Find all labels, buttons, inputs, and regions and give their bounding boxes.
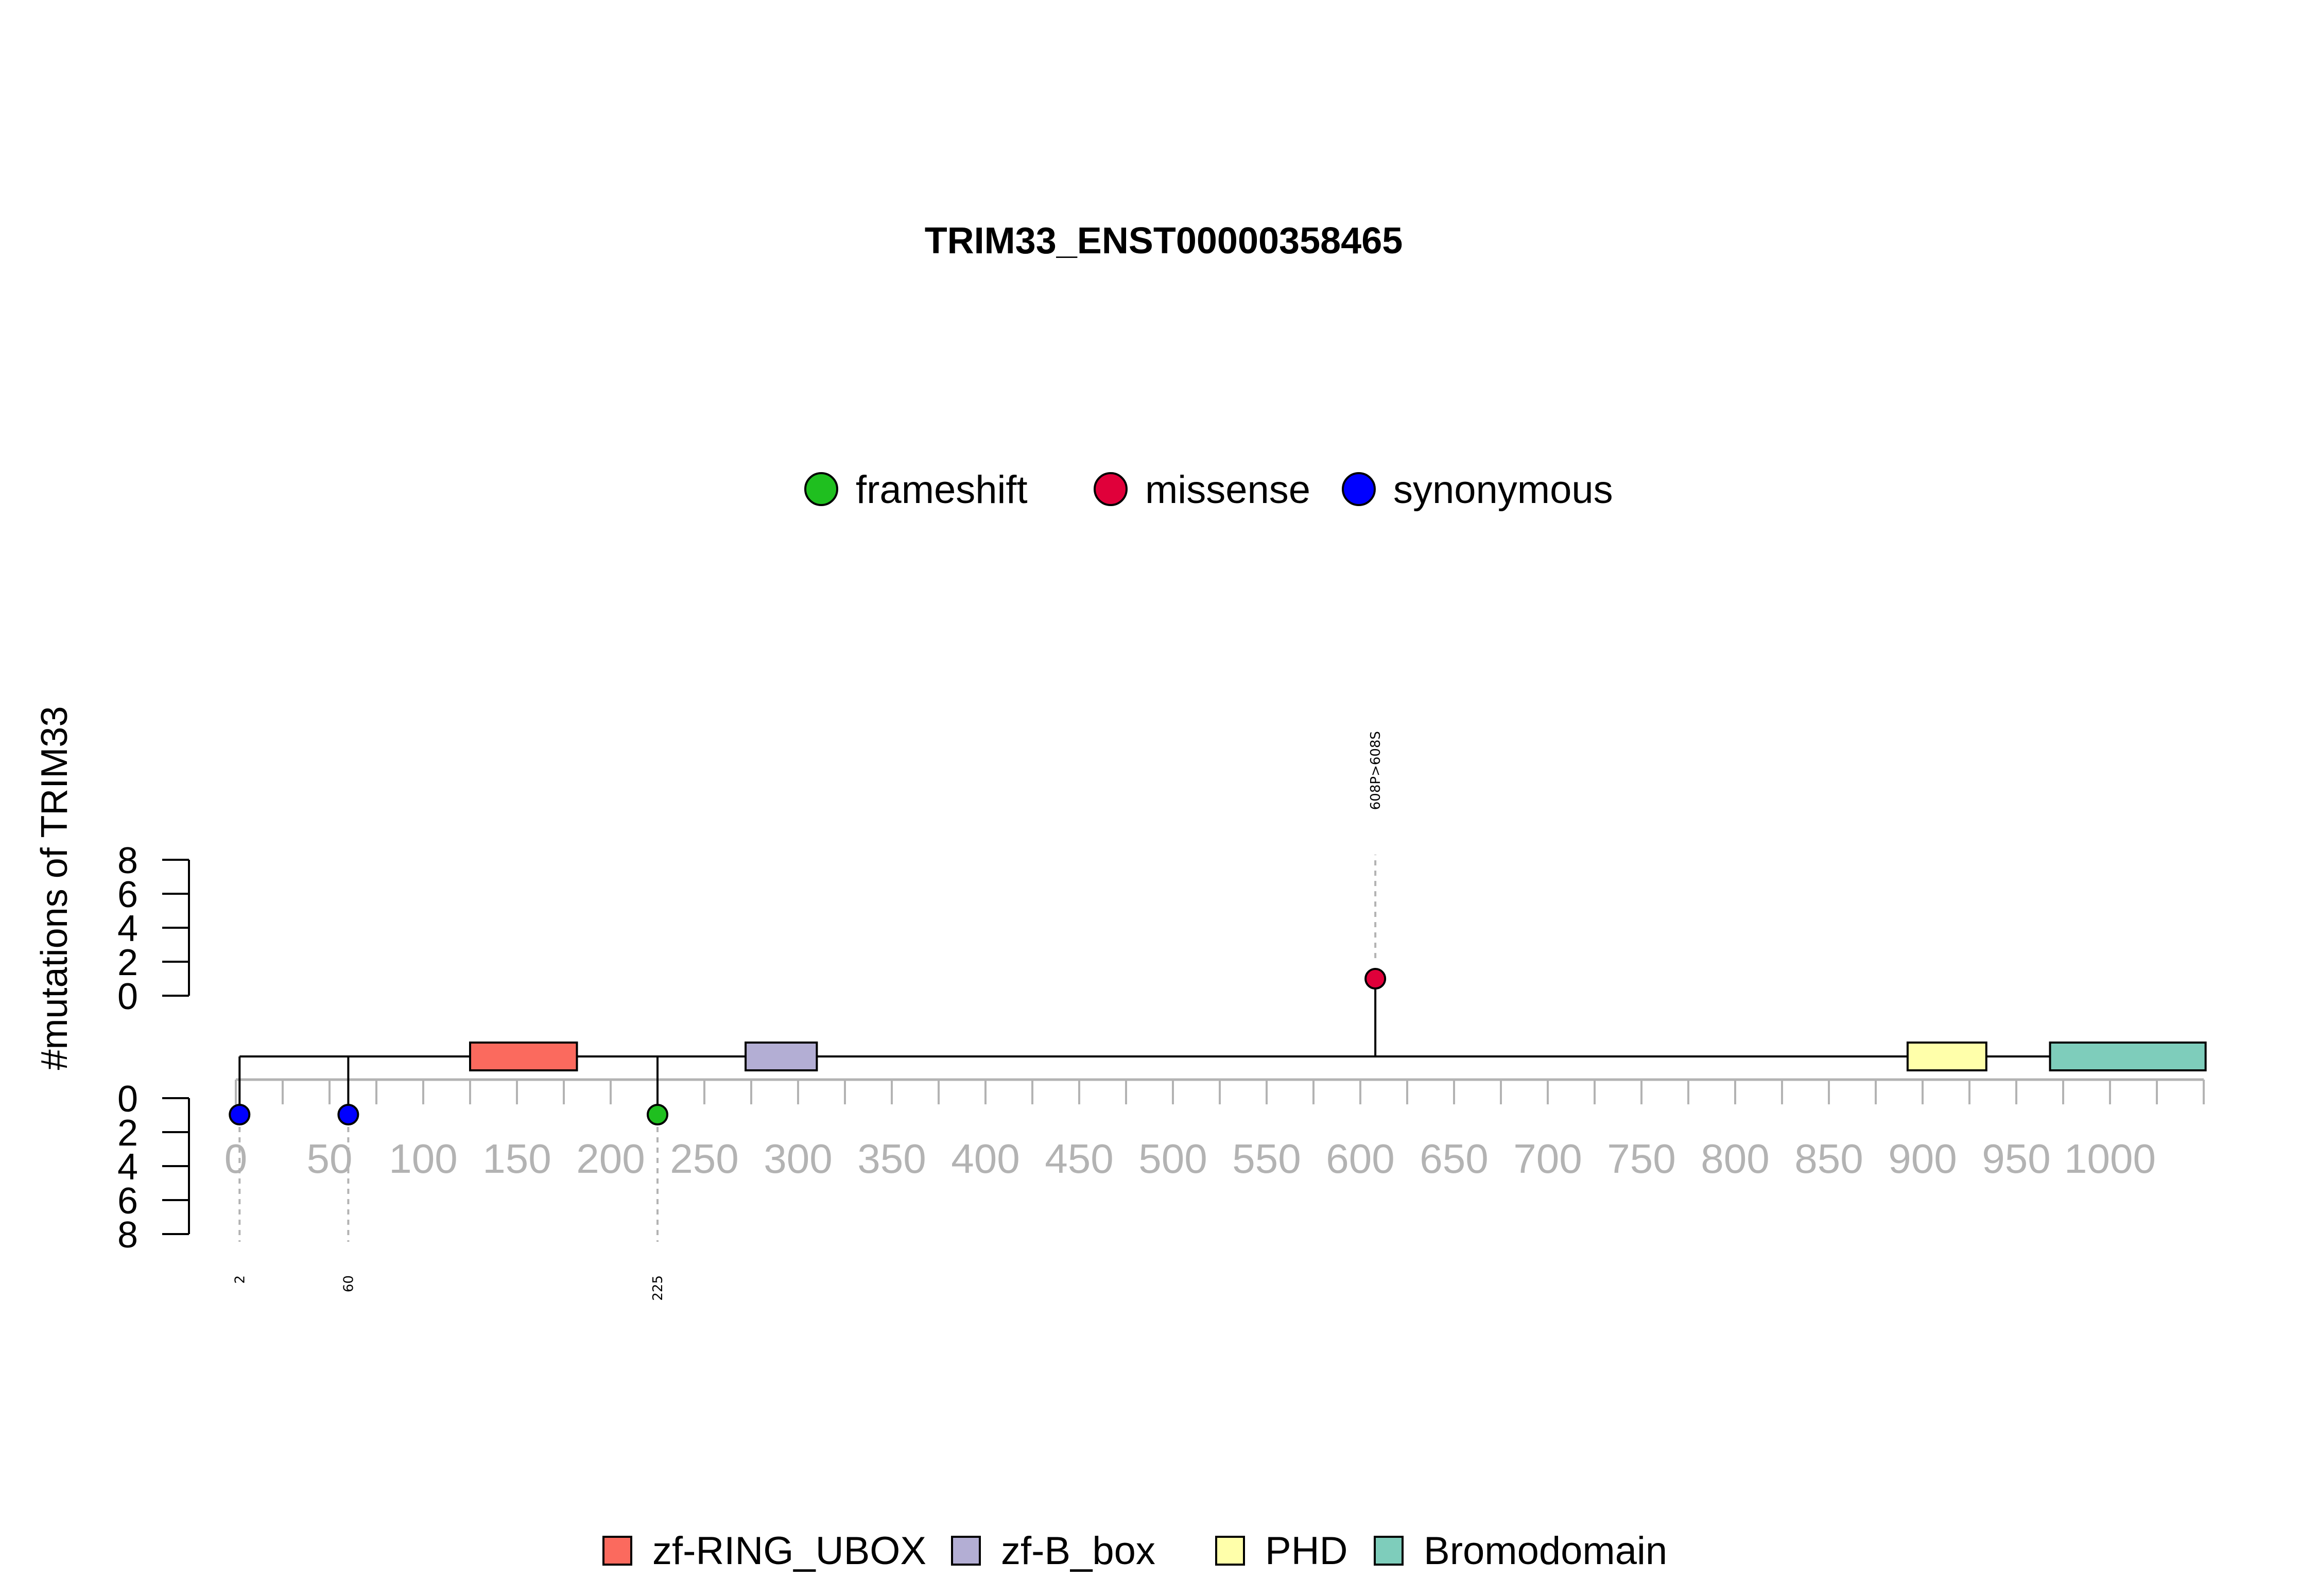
mutation-type-legend: frameshift missense synonymous	[804, 468, 1613, 512]
legend-label-zf-RING_UBOX: zf-RING_UBOX	[652, 1529, 926, 1573]
x-tick-label: 400	[951, 1136, 1019, 1182]
x-tick-label: 950	[1982, 1136, 2050, 1182]
y-tick-label-top: 4	[117, 908, 138, 949]
y-tick-label-bottom: 4	[117, 1147, 138, 1188]
y-tick-label-bottom: 8	[117, 1215, 138, 1256]
x-tick-label: 50	[307, 1136, 353, 1182]
x-tick-label: 300	[764, 1136, 832, 1182]
mutation-label: 2	[232, 1275, 248, 1284]
x-tick-label: 750	[1607, 1136, 1675, 1182]
y-tick-label-top: 8	[117, 840, 138, 881]
y-tick-label-bottom: 0	[117, 1079, 138, 1120]
legend-swatch-zf-B_box	[951, 1536, 981, 1566]
legend-marker-synonymous	[1342, 472, 1376, 506]
mutation-point	[647, 1104, 668, 1125]
legend-label-missense: missense	[1145, 468, 1310, 512]
x-tick-label: 150	[482, 1136, 551, 1182]
x-tick-label: 700	[1513, 1136, 1582, 1182]
mutation-label: 60	[341, 1275, 356, 1292]
legend-swatch-zf-RING_UBOX	[602, 1536, 632, 1566]
x-tick-label: 800	[1701, 1136, 1769, 1182]
legend-marker-frameshift	[804, 472, 838, 506]
domain-zf-RING_UBOX	[469, 1042, 578, 1071]
legend-label-synonymous: synonymous	[1393, 468, 1613, 512]
y-tick-label-bottom: 6	[117, 1181, 138, 1222]
legend-label-frameshift: frameshift	[856, 468, 1028, 512]
legend-swatch-PHD	[1215, 1536, 1245, 1566]
x-tick-label: 900	[1888, 1136, 1957, 1182]
y-tick-label-top: 6	[117, 874, 138, 915]
x-tick-label: 250	[670, 1136, 738, 1182]
x-tick-label: 850	[1794, 1136, 1863, 1182]
legend-label-zf-B_box: zf-B_box	[1001, 1529, 1155, 1573]
mutation-point	[1364, 968, 1387, 990]
x-tick-label: 100	[389, 1136, 457, 1182]
y-axis-label: #mutations of TRIM33	[34, 706, 75, 1070]
domain-legend: zf-RING_UBOX zf-B_box PHD Bromodomain	[602, 1529, 1667, 1573]
legend-label-Bromodomain: Bromodomain	[1424, 1529, 1667, 1573]
mutation-point	[337, 1104, 359, 1125]
x-tick-label: 200	[576, 1136, 645, 1182]
y-tick-label-top: 0	[117, 976, 138, 1017]
x-tick-label: 500	[1138, 1136, 1207, 1182]
domain-Bromodomain	[2049, 1042, 2207, 1071]
x-tick-label: 600	[1326, 1136, 1394, 1182]
mutation-label: 225	[650, 1275, 666, 1301]
x-tick-label: 0	[224, 1136, 248, 1182]
x-tick-label: 450	[1045, 1136, 1113, 1182]
chart-title: TRIM33_ENST00000358465	[925, 220, 1403, 262]
y-tick-label-top: 2	[117, 942, 138, 983]
x-tick-label: 1000	[2064, 1136, 2156, 1182]
x-tick-label: 650	[1420, 1136, 1488, 1182]
mutation-point	[229, 1104, 251, 1125]
legend-marker-missense	[1094, 472, 1128, 506]
x-tick-label: 350	[857, 1136, 926, 1182]
mutation-label: 608P>608S	[1368, 731, 1384, 810]
y-tick-label-bottom: 2	[117, 1113, 138, 1154]
domain-PHD	[1906, 1042, 1987, 1071]
legend-swatch-Bromodomain	[1374, 1536, 1404, 1566]
legend-label-PHD: PHD	[1265, 1529, 1347, 1573]
domain-zf-B_box	[745, 1042, 818, 1071]
x-tick-label: 550	[1232, 1136, 1301, 1182]
